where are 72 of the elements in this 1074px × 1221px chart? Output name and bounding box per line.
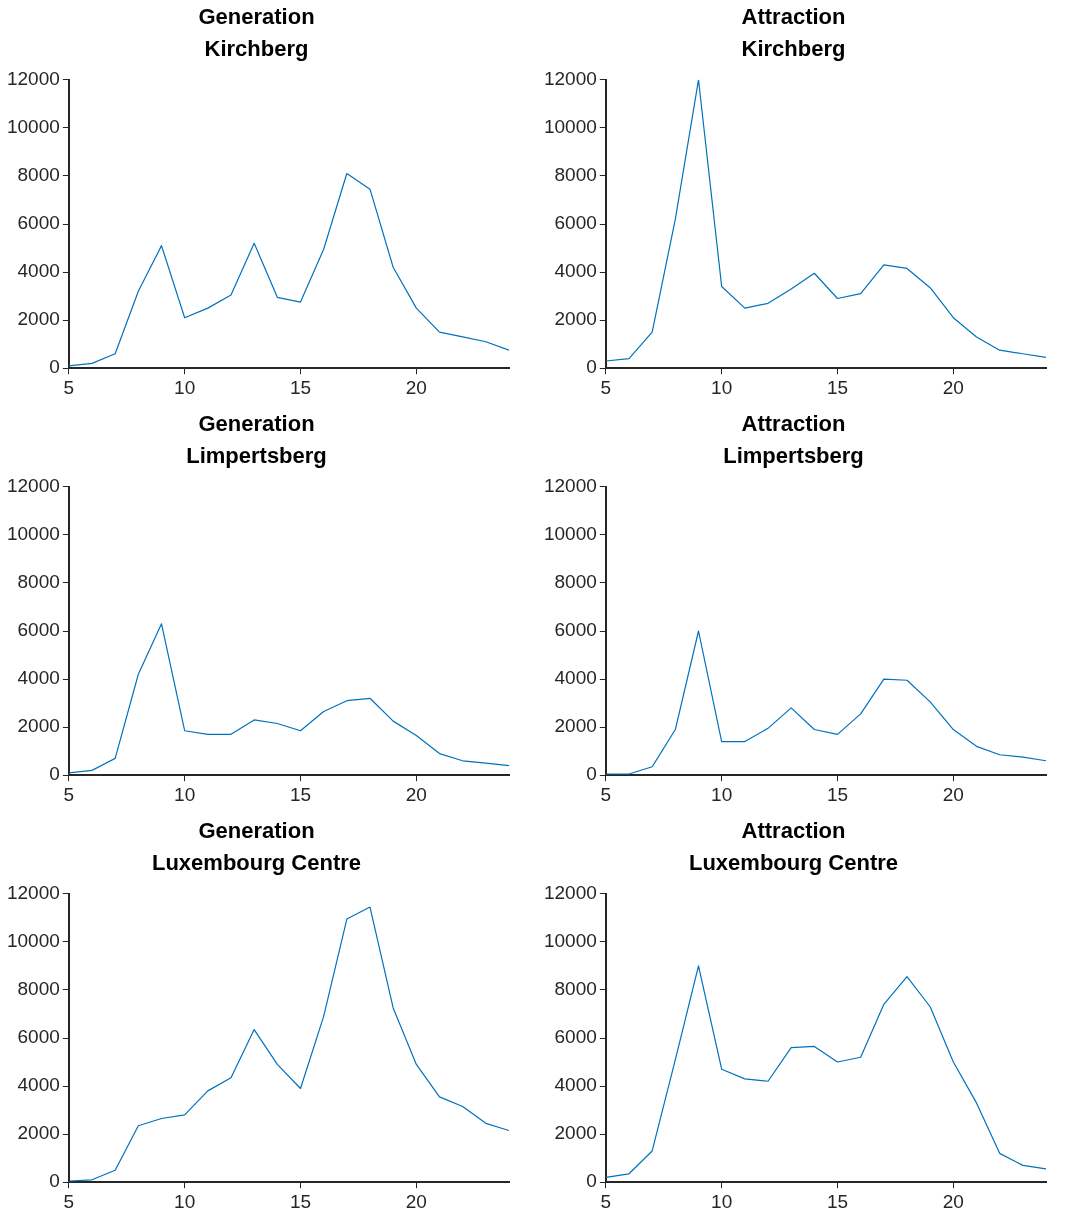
y-tick-label: 10000 bbox=[6, 930, 60, 952]
y-tick-label: 12000 bbox=[543, 475, 597, 497]
y-tick-label: 0 bbox=[586, 763, 597, 785]
y-tick-label: 4000 bbox=[17, 667, 60, 689]
x-tick-label: 5 bbox=[600, 1190, 612, 1212]
x-tick-label: 20 bbox=[942, 783, 964, 805]
chart-title: Generation Kirchberg bbox=[198, 4, 315, 61]
x-tick-label: 5 bbox=[63, 1190, 75, 1212]
y-tick-label: 6000 bbox=[17, 619, 60, 641]
y-tick-label: 2000 bbox=[17, 1122, 60, 1144]
y-tick-label: 4000 bbox=[554, 667, 597, 689]
y-tick-label: 4000 bbox=[554, 260, 597, 282]
y-tick-label: 8000 bbox=[554, 571, 597, 593]
x-tick-label: 15 bbox=[289, 783, 312, 805]
x-tick-label: 10 bbox=[711, 783, 733, 805]
y-tick-label: 12000 bbox=[543, 68, 597, 90]
x-tick-label: 10 bbox=[711, 1190, 733, 1212]
chart-title: Generation Luxembourg Centre bbox=[151, 818, 362, 875]
y-tick-label: 0 bbox=[49, 763, 60, 785]
x-tick-label: 15 bbox=[826, 376, 849, 398]
y-tick-label: 10000 bbox=[6, 116, 60, 138]
y-tick-label: 2000 bbox=[554, 1122, 597, 1144]
y-tick-label: 8000 bbox=[17, 978, 60, 1000]
y-tick-label: 8000 bbox=[17, 164, 60, 186]
x-tick-label: 10 bbox=[174, 376, 196, 398]
y-tick-label: 6000 bbox=[17, 1026, 60, 1048]
chart-title: Attraction Luxembourg Centre bbox=[688, 818, 899, 875]
y-tick-label: 12000 bbox=[6, 475, 60, 497]
x-tick-label: 15 bbox=[289, 1190, 312, 1212]
y-tick-label: 6000 bbox=[554, 212, 597, 234]
y-tick-label: 0 bbox=[49, 356, 60, 378]
x-tick-label: 20 bbox=[405, 783, 427, 805]
y-tick-label: 4000 bbox=[554, 1074, 597, 1096]
y-tick-label: 4000 bbox=[17, 1074, 60, 1096]
chart-title: Generation Limpertsberg bbox=[186, 411, 327, 468]
y-tick-label: 2000 bbox=[17, 715, 60, 737]
x-tick-label: 5 bbox=[600, 376, 612, 398]
y-tick-label: 2000 bbox=[554, 715, 597, 737]
y-tick-label: 6000 bbox=[17, 212, 60, 234]
x-tick-label: 15 bbox=[289, 376, 312, 398]
y-tick-label: 0 bbox=[586, 356, 597, 378]
y-tick-label: 12000 bbox=[6, 882, 60, 904]
x-tick-label: 5 bbox=[63, 783, 75, 805]
y-tick-label: 2000 bbox=[17, 308, 60, 330]
x-tick-label: 20 bbox=[405, 376, 427, 398]
x-tick-label: 20 bbox=[942, 1190, 964, 1212]
y-tick-label: 6000 bbox=[554, 619, 597, 641]
y-tick-label: 0 bbox=[49, 1170, 60, 1192]
y-tick-label: 10000 bbox=[543, 523, 597, 545]
chart-title: Attraction Limpertsberg bbox=[723, 411, 864, 468]
y-tick-label: 10000 bbox=[543, 930, 597, 952]
x-tick-label: 10 bbox=[174, 783, 196, 805]
x-tick-label: 15 bbox=[826, 1190, 849, 1212]
y-tick-label: 10000 bbox=[543, 116, 597, 138]
y-tick-label: 8000 bbox=[554, 164, 597, 186]
y-tick-label: 8000 bbox=[17, 571, 60, 593]
y-tick-label: 4000 bbox=[17, 260, 60, 282]
x-tick-label: 5 bbox=[63, 376, 75, 398]
x-tick-label: 20 bbox=[405, 1190, 427, 1212]
y-tick-label: 6000 bbox=[554, 1026, 597, 1048]
x-tick-label: 10 bbox=[711, 376, 733, 398]
y-tick-label: 10000 bbox=[6, 523, 60, 545]
y-tick-label: 12000 bbox=[6, 68, 60, 90]
x-tick-label: 5 bbox=[600, 783, 612, 805]
y-tick-label: 12000 bbox=[543, 882, 597, 904]
x-tick-label: 20 bbox=[942, 376, 964, 398]
y-tick-label: 0 bbox=[586, 1170, 597, 1192]
y-tick-label: 2000 bbox=[554, 308, 597, 330]
chart-title: Attraction Kirchberg bbox=[741, 4, 846, 61]
x-tick-label: 15 bbox=[826, 783, 849, 805]
y-tick-label: 8000 bbox=[554, 978, 597, 1000]
x-tick-label: 10 bbox=[174, 1190, 196, 1212]
